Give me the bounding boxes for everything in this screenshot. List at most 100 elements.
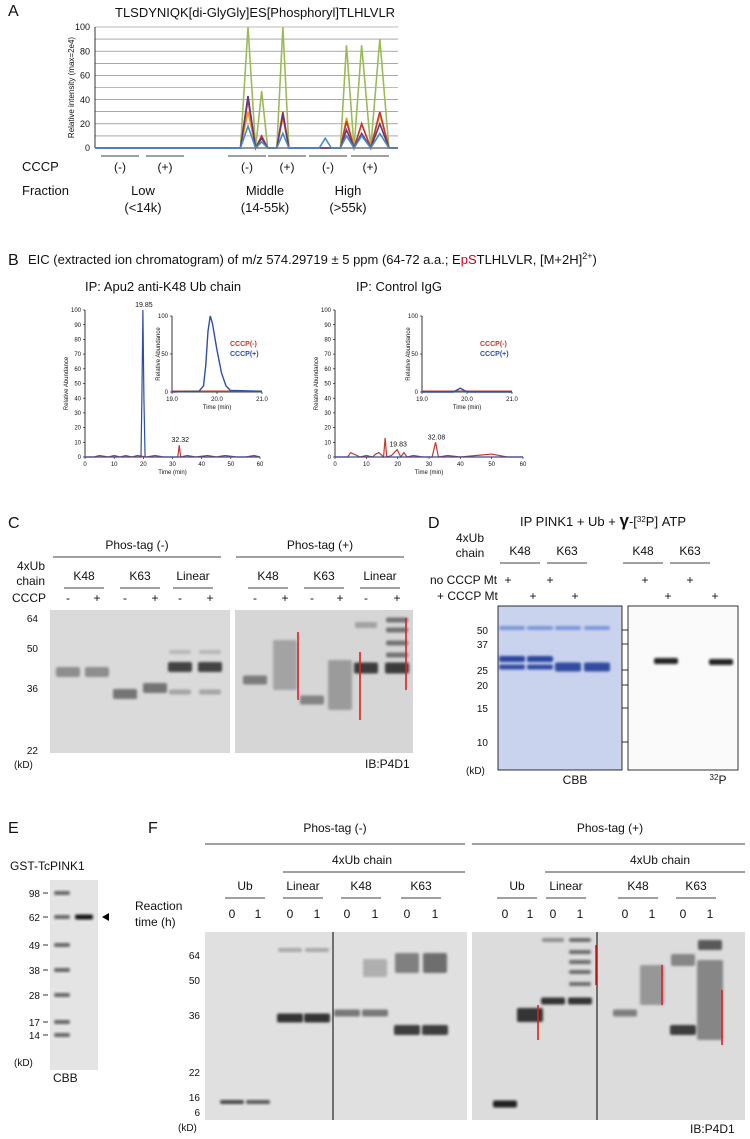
cccp-state: + bbox=[206, 591, 213, 605]
y-tick-label: 100 bbox=[71, 308, 82, 314]
lane-label: Linear bbox=[286, 879, 319, 893]
stain-label: CBB bbox=[53, 1071, 78, 1085]
mw-label: 16 bbox=[189, 1093, 201, 1104]
chain-type: K63 bbox=[129, 569, 151, 583]
mw-label: 17 bbox=[29, 1018, 41, 1029]
y-tick-label: 20 bbox=[324, 426, 331, 432]
y-tick-label: 50 bbox=[161, 352, 168, 358]
gel-band bbox=[54, 915, 70, 919]
blot-label: IB:P4D1 bbox=[365, 757, 410, 771]
y-tick-label: 40 bbox=[74, 396, 81, 402]
time-value: 1 bbox=[577, 907, 584, 921]
gel-band bbox=[517, 1008, 543, 1022]
gel-band bbox=[386, 640, 408, 646]
gel-band bbox=[499, 664, 525, 670]
gel-band bbox=[568, 997, 592, 1005]
header-part: EIC (extracted ion chromatogram) of m/z … bbox=[28, 252, 461, 267]
gel-band bbox=[75, 914, 93, 920]
arrowhead bbox=[102, 913, 109, 921]
mw-label: 25 bbox=[477, 666, 489, 677]
condition-sign: + bbox=[686, 573, 693, 587]
y-tick-label: 0 bbox=[165, 390, 169, 396]
gel-band bbox=[54, 891, 70, 895]
y-tick-label: 40 bbox=[324, 396, 331, 402]
lane-label: K63 bbox=[410, 879, 432, 893]
gel-band bbox=[555, 626, 581, 630]
y-tick-label: 10 bbox=[74, 440, 81, 446]
gel-band bbox=[246, 1100, 270, 1104]
lane-label: K48 bbox=[350, 879, 372, 893]
time-label: Reaction bbox=[135, 899, 182, 913]
mw-label: 6 bbox=[194, 1108, 200, 1119]
gel-band bbox=[278, 948, 302, 952]
series-line bbox=[95, 123, 398, 150]
phos-tag-label: Phos-tag (-) bbox=[303, 821, 366, 835]
gel-band bbox=[354, 662, 378, 674]
y-tick-label: 70 bbox=[74, 352, 81, 358]
gel-band bbox=[584, 626, 610, 630]
y-tick-label: 30 bbox=[324, 411, 331, 417]
chain-type: K48 bbox=[509, 544, 531, 558]
panel-letter: A bbox=[8, 3, 19, 20]
x-tick-label: 21.0 bbox=[256, 397, 268, 403]
panel-letter: D bbox=[428, 515, 440, 532]
gel-band bbox=[54, 1033, 70, 1037]
row-label: Fraction bbox=[22, 183, 69, 198]
x-tick-label: 10 bbox=[363, 462, 370, 468]
gel-band bbox=[362, 1009, 388, 1017]
gel-band bbox=[277, 1013, 303, 1023]
lane-label: Ub bbox=[509, 879, 525, 893]
x-tick-label: 50 bbox=[488, 462, 495, 468]
phos-tag-label: Phos-tag (-) bbox=[105, 538, 168, 552]
chain-type: K48 bbox=[632, 544, 654, 558]
mw-label: 50 bbox=[477, 626, 489, 637]
chain-type: K63 bbox=[556, 544, 578, 558]
time-value: 0 bbox=[622, 907, 629, 921]
panel-e-title: GST-TcPINK1 bbox=[10, 859, 85, 873]
x-tick-label: 10 bbox=[111, 462, 118, 468]
gel-band bbox=[113, 689, 137, 699]
gel-band bbox=[640, 965, 664, 1005]
cccp-state: + bbox=[336, 591, 343, 605]
cccp-state: + bbox=[281, 591, 288, 605]
condition-sign: + bbox=[664, 589, 671, 603]
cccp-state: - bbox=[310, 591, 314, 605]
y-tick-label: 70 bbox=[324, 352, 331, 358]
condition-sign: + bbox=[546, 573, 553, 587]
series-line bbox=[422, 387, 512, 393]
condition-sign: + bbox=[529, 589, 536, 603]
fraction-name: Low bbox=[131, 183, 155, 198]
title-part: 32 bbox=[637, 515, 646, 524]
time-value: 0 bbox=[502, 907, 509, 921]
mw-label: 28 bbox=[29, 991, 41, 1002]
time-value: 1 bbox=[707, 907, 714, 921]
mw-label: 64 bbox=[27, 614, 39, 625]
cccp-state: (+) bbox=[363, 160, 378, 174]
y-tick-label: 30 bbox=[74, 411, 81, 417]
peak-label: 32.08 bbox=[428, 434, 446, 441]
lane-label: Ub bbox=[237, 879, 253, 893]
series-line bbox=[85, 445, 261, 458]
mw-label: 36 bbox=[27, 684, 39, 695]
gel-band bbox=[671, 954, 695, 966]
gel-band bbox=[654, 658, 678, 664]
mw-label: 64 bbox=[189, 951, 201, 962]
time-value: 0 bbox=[404, 907, 411, 921]
x-tick-label: 60 bbox=[257, 462, 264, 468]
title-part: -[ bbox=[629, 514, 637, 529]
peak-label: 19.85 bbox=[135, 302, 153, 309]
radio-part: P bbox=[718, 773, 726, 787]
gel-band bbox=[199, 689, 221, 695]
gel-band bbox=[555, 662, 581, 672]
y-tick-label: 90 bbox=[74, 323, 81, 329]
radio-part: 32 bbox=[710, 773, 719, 782]
cccp-state: + bbox=[151, 591, 158, 605]
legend-entry: CCCP(+) bbox=[230, 351, 259, 358]
x-tick-label: 40 bbox=[198, 462, 205, 468]
y-tick-label: 80 bbox=[80, 46, 90, 56]
gel-band bbox=[527, 664, 553, 670]
gel-band bbox=[709, 659, 733, 665]
gel-band bbox=[304, 1013, 330, 1023]
condition-label: + CCCP Mt bbox=[437, 589, 498, 603]
gel-band bbox=[423, 953, 447, 973]
